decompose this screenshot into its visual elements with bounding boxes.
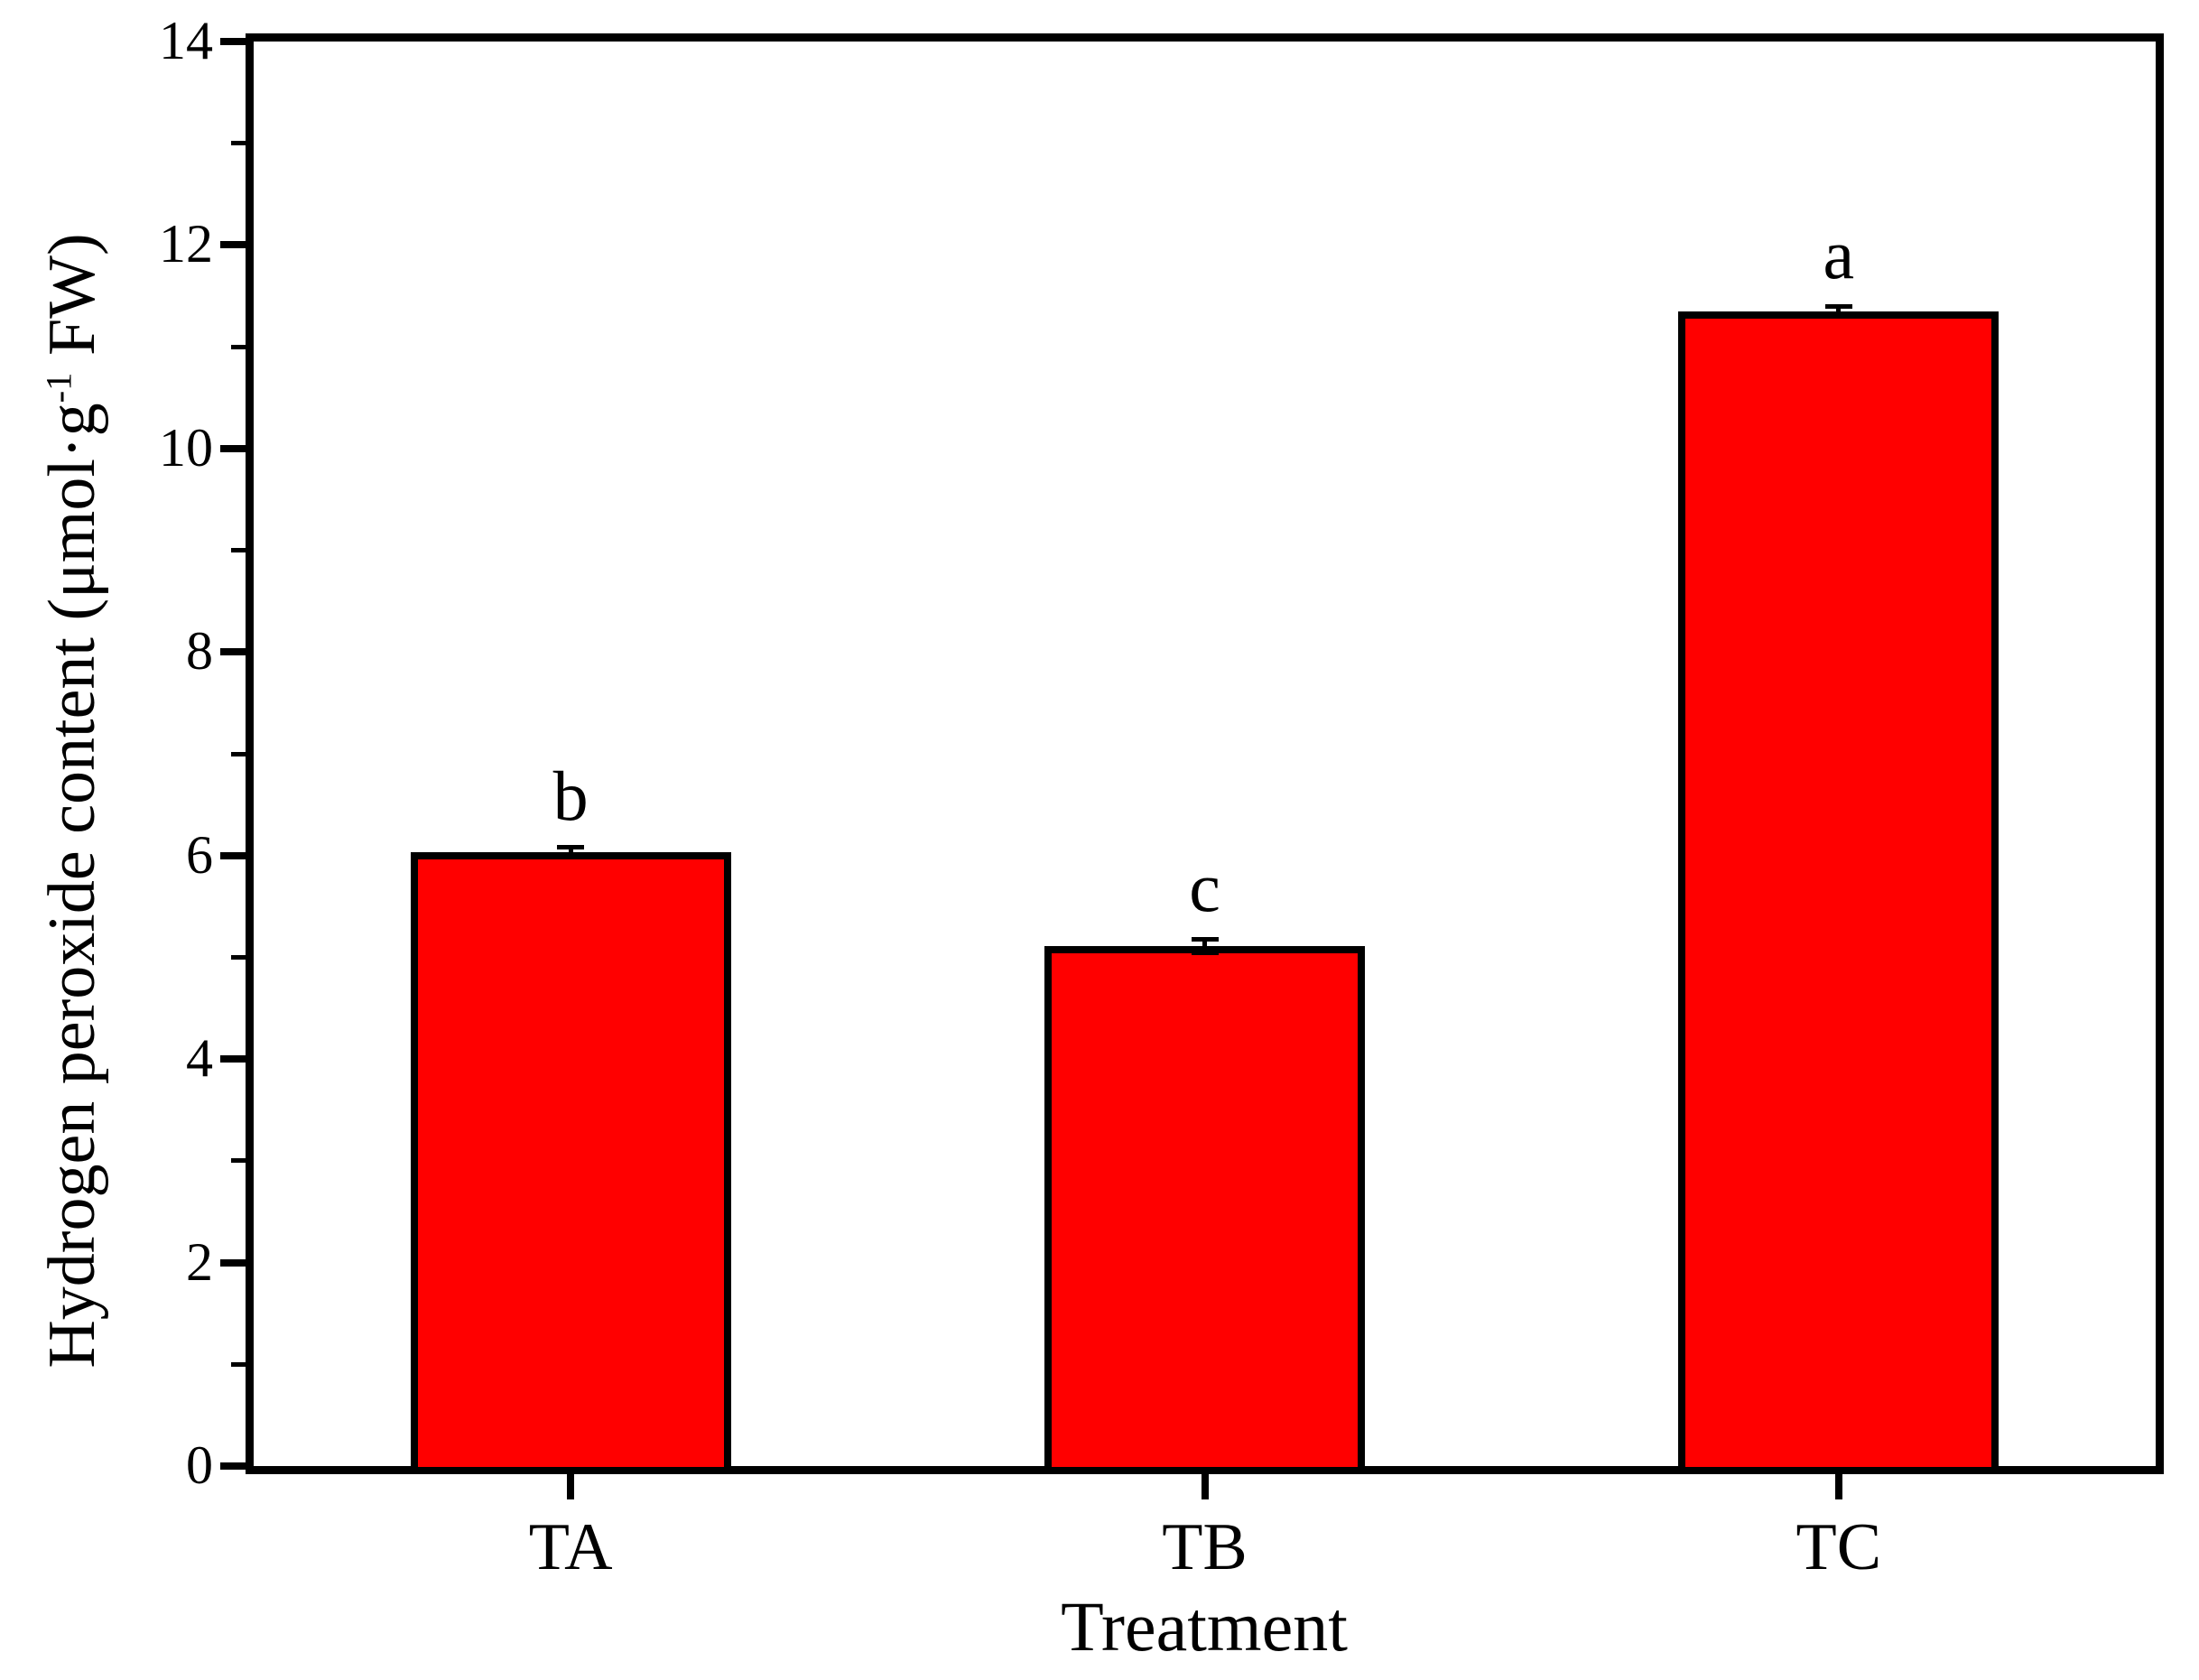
y-tick-label: 0 [186,1435,213,1495]
y-tick-label: 4 [186,1028,213,1089]
x-axis-title: Treatment [1061,1587,1348,1666]
significance-letter: a [1823,215,1855,294]
error-bar-line [1836,306,1842,317]
y-major-tick [220,38,246,45]
y-tick-label: 14 [159,11,213,70]
error-bar-line [1202,939,1207,953]
y-major-tick [220,1055,246,1063]
y-tick-label: 10 [159,417,213,478]
y-tick-label: 6 [186,824,213,885]
x-tick [1201,1474,1209,1499]
x-tick-label: TA [528,1510,613,1584]
y-major-tick [220,241,246,249]
y-tick-label: 8 [186,621,213,682]
y-minor-tick [231,548,246,553]
y-minor-tick [231,141,246,146]
error-bar-cap-bottom [1824,313,1852,319]
y-major-tick [220,444,246,452]
error-bar-cap-top [557,845,585,850]
y-minor-tick [231,954,246,960]
error-bar-cap-bottom [557,855,585,860]
y-minor-tick [231,1158,246,1164]
error-bar-cap-bottom [1191,951,1219,956]
bar [1044,946,1365,1474]
y-axis-title-superscript: -1 [38,372,79,404]
bar [1678,311,2000,1474]
y-axis-title: Hydrogen peroxide content (μmol·g-1 FW) [35,233,109,1368]
y-major-tick [220,1462,246,1470]
y-minor-tick [231,344,246,349]
x-tick-label: TB [1162,1510,1248,1584]
y-major-tick [220,851,246,859]
y-tick-label: 12 [159,214,213,274]
significance-letter: b [552,756,589,835]
error-bar-line [568,847,573,858]
significance-letter: c [1189,848,1220,927]
y-major-tick [220,648,246,656]
y-minor-tick [231,1361,246,1367]
y-tick-label: 2 [186,1231,213,1292]
y-major-tick [220,1258,246,1267]
x-tick [567,1474,575,1499]
x-tick [1834,1474,1842,1499]
y-axis-title-text: Hydrogen peroxide content (μmol·g [35,403,109,1369]
y-minor-tick [231,751,246,756]
x-tick-label: TC [1795,1510,1882,1584]
bar [410,852,731,1474]
error-bar-cap-top [1824,303,1852,309]
error-bar-cap-top [1191,936,1219,942]
